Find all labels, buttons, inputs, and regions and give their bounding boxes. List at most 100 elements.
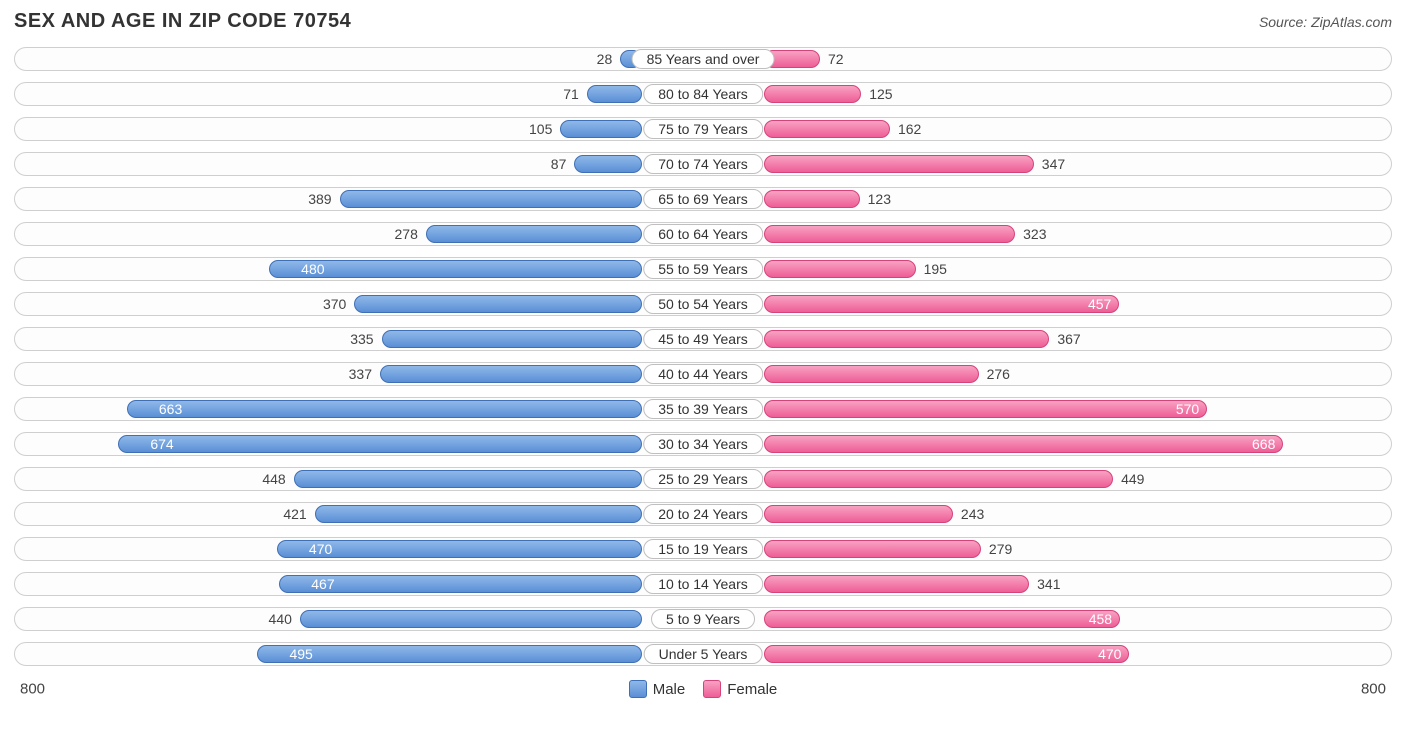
chart-header: SEX AND AGE IN ZIP CODE 70754 Source: Zi… xyxy=(14,10,1392,33)
male-value: 467 xyxy=(311,576,334,592)
age-bracket-label: Under 5 Years xyxy=(644,644,763,664)
male-value: 278 xyxy=(395,226,418,242)
male-value: 337 xyxy=(349,366,372,382)
male-value: 448 xyxy=(262,471,285,487)
age-bracket-label: 85 Years and over xyxy=(632,49,775,69)
legend-female-label: Female xyxy=(727,681,777,698)
legend-male-label: Male xyxy=(653,681,686,698)
male-bar xyxy=(257,645,642,663)
male-value: 440 xyxy=(269,611,292,627)
male-value: 421 xyxy=(283,506,306,522)
female-value: 668 xyxy=(1252,436,1275,452)
male-value: 370 xyxy=(323,296,346,312)
age-bracket-label: 60 to 64 Years xyxy=(643,224,763,244)
male-bar xyxy=(380,365,642,383)
female-value: 279 xyxy=(989,541,1012,557)
male-bar xyxy=(574,155,642,173)
female-bar xyxy=(764,190,860,208)
female-bar xyxy=(764,85,861,103)
male-value: 71 xyxy=(563,86,579,102)
female-bar xyxy=(764,295,1119,313)
male-value: 480 xyxy=(301,261,324,277)
male-bar xyxy=(300,610,642,628)
female-value: 162 xyxy=(898,121,921,137)
female-value: 243 xyxy=(961,506,984,522)
male-value: 28 xyxy=(597,51,613,67)
female-swatch-icon xyxy=(703,680,721,698)
male-value: 87 xyxy=(551,156,567,172)
female-bar xyxy=(764,120,890,138)
pyramid-row: 335 367 45 to 49 Years xyxy=(14,327,1392,351)
male-value: 335 xyxy=(350,331,373,347)
male-bar xyxy=(127,400,642,418)
legend-female: Female xyxy=(703,680,777,698)
female-bar xyxy=(764,645,1129,663)
female-bar xyxy=(764,400,1207,418)
age-bracket-label: 55 to 59 Years xyxy=(643,259,763,279)
age-bracket-label: 40 to 44 Years xyxy=(643,364,763,384)
pyramid-row: 8734770 to 74 Years xyxy=(14,152,1392,176)
age-bracket-label: 75 to 79 Years xyxy=(643,119,763,139)
male-swatch-icon xyxy=(629,680,647,698)
female-value: 72 xyxy=(828,51,844,67)
pyramid-row: 48019555 to 59 Years xyxy=(14,257,1392,281)
pyramid-row: 467 341 10 to 14 Years xyxy=(14,572,1392,596)
male-bar xyxy=(426,225,642,243)
female-bar xyxy=(764,505,953,523)
pyramid-row: 470 279 15 to 19 Years xyxy=(14,537,1392,561)
pyramid-row: 42124320 to 24 Years xyxy=(14,502,1392,526)
male-value: 389 xyxy=(308,191,331,207)
age-bracket-label: 30 to 34 Years xyxy=(643,434,763,454)
pyramid-row: 448 449 25 to 29 Years xyxy=(14,467,1392,491)
male-bar xyxy=(560,120,642,138)
female-bar xyxy=(764,365,979,383)
female-bar xyxy=(764,155,1034,173)
legend: Male Female xyxy=(629,680,778,698)
chart-title: SEX AND AGE IN ZIP CODE 70754 xyxy=(14,10,351,33)
female-value: 449 xyxy=(1121,471,1144,487)
axis-max-left: 800 xyxy=(20,681,45,698)
age-bracket-label: 45 to 49 Years xyxy=(643,329,763,349)
female-value: 367 xyxy=(1057,331,1080,347)
pyramid-row: 674 668 30 to 34 Years xyxy=(14,432,1392,456)
female-value: 458 xyxy=(1089,611,1112,627)
chart-source: Source: ZipAtlas.com xyxy=(1259,14,1392,30)
female-value: 470 xyxy=(1098,646,1121,662)
female-value: 276 xyxy=(987,366,1010,382)
male-bar xyxy=(269,260,642,278)
female-value: 457 xyxy=(1088,296,1111,312)
pyramid-row: 278 323 60 to 64 Years xyxy=(14,222,1392,246)
pyramid-row: 4404585 to 9 Years xyxy=(14,607,1392,631)
male-bar xyxy=(587,85,642,103)
age-bracket-label: 25 to 29 Years xyxy=(643,469,763,489)
female-value: 323 xyxy=(1023,226,1046,242)
male-value: 105 xyxy=(529,121,552,137)
chart-footer: 800 Male Female 800 xyxy=(14,677,1392,701)
age-bracket-label: 35 to 39 Years xyxy=(643,399,763,419)
male-value: 470 xyxy=(309,541,332,557)
female-bar xyxy=(764,260,916,278)
male-bar xyxy=(118,435,642,453)
female-value: 341 xyxy=(1037,576,1060,592)
female-bar xyxy=(764,575,1029,593)
male-bar xyxy=(294,470,642,488)
population-pyramid: 287285 Years and over7112580 to 84 Years… xyxy=(14,47,1392,666)
age-bracket-label: 80 to 84 Years xyxy=(643,84,763,104)
male-value: 674 xyxy=(150,436,173,452)
male-value: 663 xyxy=(159,401,182,417)
male-bar xyxy=(315,505,642,523)
age-bracket-label: 65 to 69 Years xyxy=(643,189,763,209)
female-value: 123 xyxy=(868,191,891,207)
pyramid-row: 105 162 75 to 79 Years xyxy=(14,117,1392,141)
legend-male: Male xyxy=(629,680,686,698)
male-bar xyxy=(340,190,642,208)
age-bracket-label: 10 to 14 Years xyxy=(643,574,763,594)
pyramid-row: 389 123 65 to 69 Years xyxy=(14,187,1392,211)
female-bar xyxy=(764,330,1049,348)
pyramid-row: 495470Under 5 Years xyxy=(14,642,1392,666)
female-value: 347 xyxy=(1042,156,1065,172)
female-bar xyxy=(764,225,1015,243)
female-bar xyxy=(764,435,1283,453)
age-bracket-label: 15 to 19 Years xyxy=(643,539,763,559)
pyramid-row: 337 276 40 to 44 Years xyxy=(14,362,1392,386)
